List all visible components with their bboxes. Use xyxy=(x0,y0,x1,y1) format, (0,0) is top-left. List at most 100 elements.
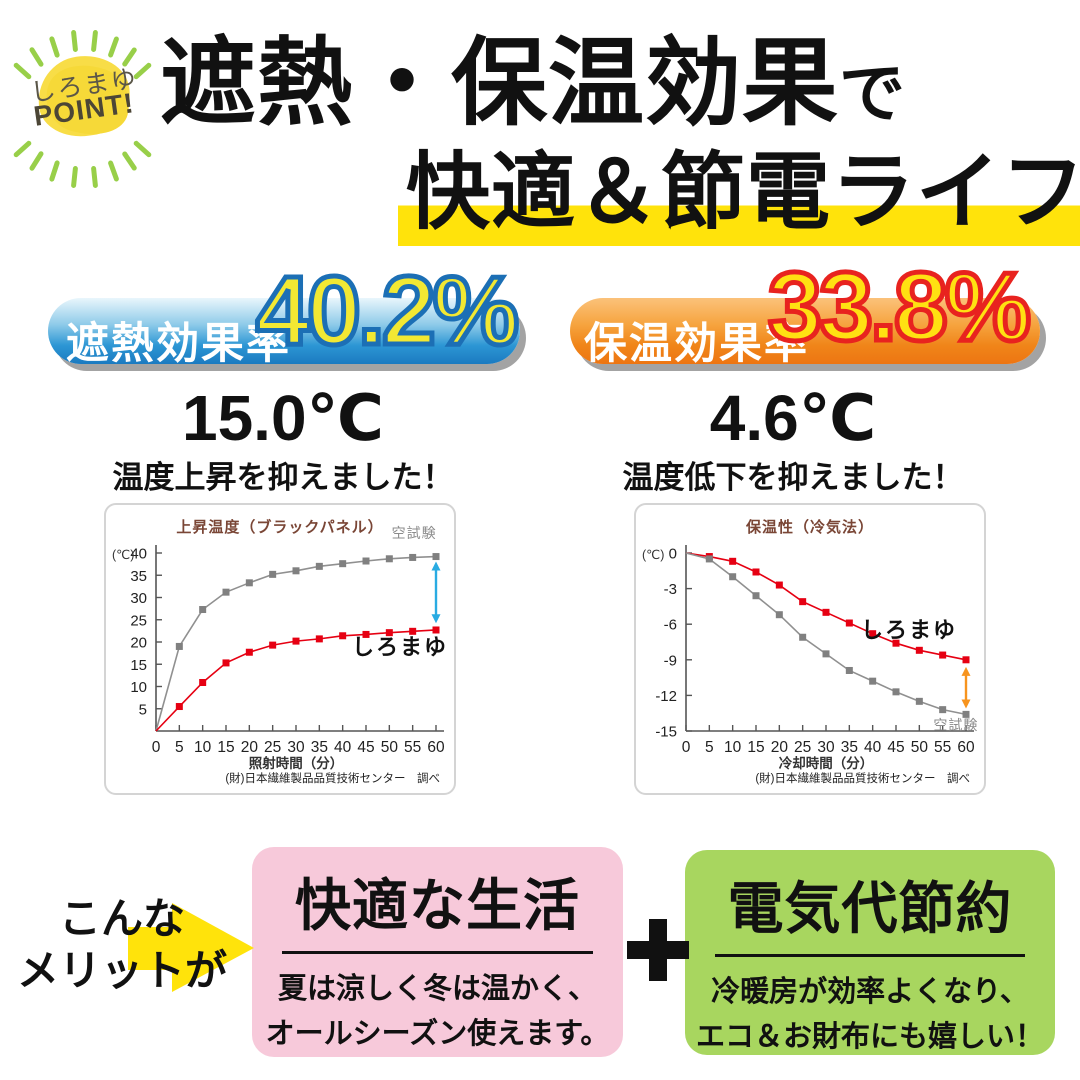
data-point xyxy=(409,553,417,561)
x-tick-label: 15 xyxy=(217,739,234,756)
x-tick-label: 60 xyxy=(427,739,445,756)
merit-arrow-icon xyxy=(172,903,254,992)
merit-arrow-icon xyxy=(128,927,180,970)
data-point xyxy=(409,627,417,635)
x-tick-label: 55 xyxy=(404,739,421,756)
burst-ray xyxy=(70,29,79,53)
data-point xyxy=(845,666,853,674)
data-point xyxy=(752,568,760,576)
y-tick-label: -15 xyxy=(655,724,677,741)
data-point xyxy=(315,635,323,643)
divider xyxy=(714,954,1026,957)
x-tick-label: 55 xyxy=(934,739,951,756)
merit-lead-line2: メリットが xyxy=(16,947,227,995)
x-tick-label: 25 xyxy=(264,739,281,756)
merit-lead-text: こんな メリットが xyxy=(16,893,228,997)
data-point xyxy=(362,630,370,638)
saving-merit-box: 電気代節約 冷暖房が効率よくなり、 エコ＆お財布にも嬉しい！ xyxy=(685,850,1055,1055)
y-tick-label: 0 xyxy=(669,546,677,563)
y-tick-label: 10 xyxy=(130,679,147,696)
x-tick-label: 15 xyxy=(747,739,764,756)
y-axis-unit: (℃) xyxy=(642,548,664,562)
data-point xyxy=(869,630,877,638)
data-point xyxy=(705,555,713,563)
data-point xyxy=(892,639,900,647)
data-point xyxy=(845,619,853,627)
data-point xyxy=(222,588,230,596)
burst-ray xyxy=(28,150,45,172)
headline-main: 遮熱・保温効果 xyxy=(160,30,839,137)
heat-retention-chart: 0-3-6-9-12-150 5 10 15 20 25 30 35 40 45 50 55 60(℃)… xyxy=(642,545,978,771)
burst-ray xyxy=(28,46,45,68)
x-tick-label: 5 xyxy=(175,739,184,756)
x-tick-label: 35 xyxy=(311,739,328,756)
data-point xyxy=(962,710,970,718)
x-tick-label: 0 xyxy=(152,739,161,756)
x-tick-label: 40 xyxy=(864,739,882,756)
data-point xyxy=(939,651,947,659)
burst-ray xyxy=(12,139,33,159)
headline-line1: 遮熱・保温効果で xyxy=(160,36,905,132)
y-tick-label: 40 xyxy=(130,546,147,563)
data-point xyxy=(269,641,277,649)
data-point xyxy=(892,688,900,696)
shading-effect-value: 40.2% xyxy=(253,256,521,365)
headline-line2-highlighted: 快適＆節電ライフ! xyxy=(398,150,1080,246)
warming-effect-pill xyxy=(570,298,1040,364)
y-tick-label: 20 xyxy=(130,635,147,652)
y-tick-label: -12 xyxy=(655,688,677,705)
shading-effect-pill xyxy=(48,298,520,364)
data-point xyxy=(315,562,323,570)
data-point xyxy=(339,560,347,568)
heat-retention-chart-card: 保温性（冷気法） 0 -3 -6 -9 -12 -15 0 5 10 15 20 25 30 35 40 45… xyxy=(634,503,986,795)
data-point xyxy=(822,650,830,658)
shading-effect-label: 遮熱効果率 xyxy=(66,320,291,368)
data-point xyxy=(432,553,440,561)
saving-merit-line2: エコ＆お財布にも嬉しい！ xyxy=(695,1020,1044,1053)
warming-effect-label: 保温効果率 xyxy=(584,320,809,368)
temp-caption-left: 温度上昇を抑えました！ xyxy=(112,460,454,495)
burst-ray xyxy=(107,159,120,183)
point-badge: しろまゆ POINT! xyxy=(12,29,164,189)
burst-ray xyxy=(48,35,61,59)
comfort-merit-box: 快適な生活 夏は涼しく冬は温かく、 オールシーズン使えます。 xyxy=(252,847,623,1057)
data-point xyxy=(729,557,737,565)
temp-caption-right: 温度低下を抑えました！ xyxy=(622,460,964,495)
y-tick-label: 5 xyxy=(139,701,147,718)
x-tick-label: 50 xyxy=(381,739,399,756)
data-point xyxy=(339,632,347,640)
comfort-merit-line2: オールシーズン使えます。 xyxy=(265,1017,610,1050)
burst-ray xyxy=(48,159,61,183)
burst-ray xyxy=(90,165,99,189)
y-tick-label: 35 xyxy=(130,568,147,585)
comfort-merit-title: 快適な生活 xyxy=(295,874,580,937)
data-point xyxy=(869,677,877,685)
series-label: 空試験 xyxy=(392,525,437,541)
temp-delta-left: 15.0℃ xyxy=(181,382,385,454)
series-label: 空試験 xyxy=(933,717,978,733)
data-point xyxy=(775,611,783,619)
data-point xyxy=(245,648,253,656)
x-axis-label: 冷却時間（分） xyxy=(779,755,874,771)
x-tick-label: 0 xyxy=(682,739,691,756)
chart-source-note: (財)日本繊維製品品質技術センター 調べ xyxy=(225,773,440,785)
data-point xyxy=(222,659,230,667)
data-point xyxy=(385,555,393,563)
x-tick-label: 50 xyxy=(911,739,929,756)
divider xyxy=(281,951,594,954)
data-point xyxy=(799,633,807,641)
x-tick-label: 35 xyxy=(841,739,858,756)
data-point xyxy=(822,608,830,616)
data-point xyxy=(199,606,207,614)
saving-merit-title: 電気代節約 xyxy=(727,877,1013,940)
comfort-merit-line1: 夏は涼しく冬は温かく、 xyxy=(277,973,597,1005)
data-point xyxy=(939,706,947,714)
data-point xyxy=(915,697,923,705)
y-tick-label: -3 xyxy=(664,581,677,598)
data-point xyxy=(432,626,440,634)
y-axis-unit: (℃) xyxy=(112,548,134,562)
x-tick-label: 45 xyxy=(887,739,904,756)
saving-merit-line1: 冷暖房が効率よくなり、 xyxy=(711,976,1029,1008)
burst-ray xyxy=(121,150,138,172)
